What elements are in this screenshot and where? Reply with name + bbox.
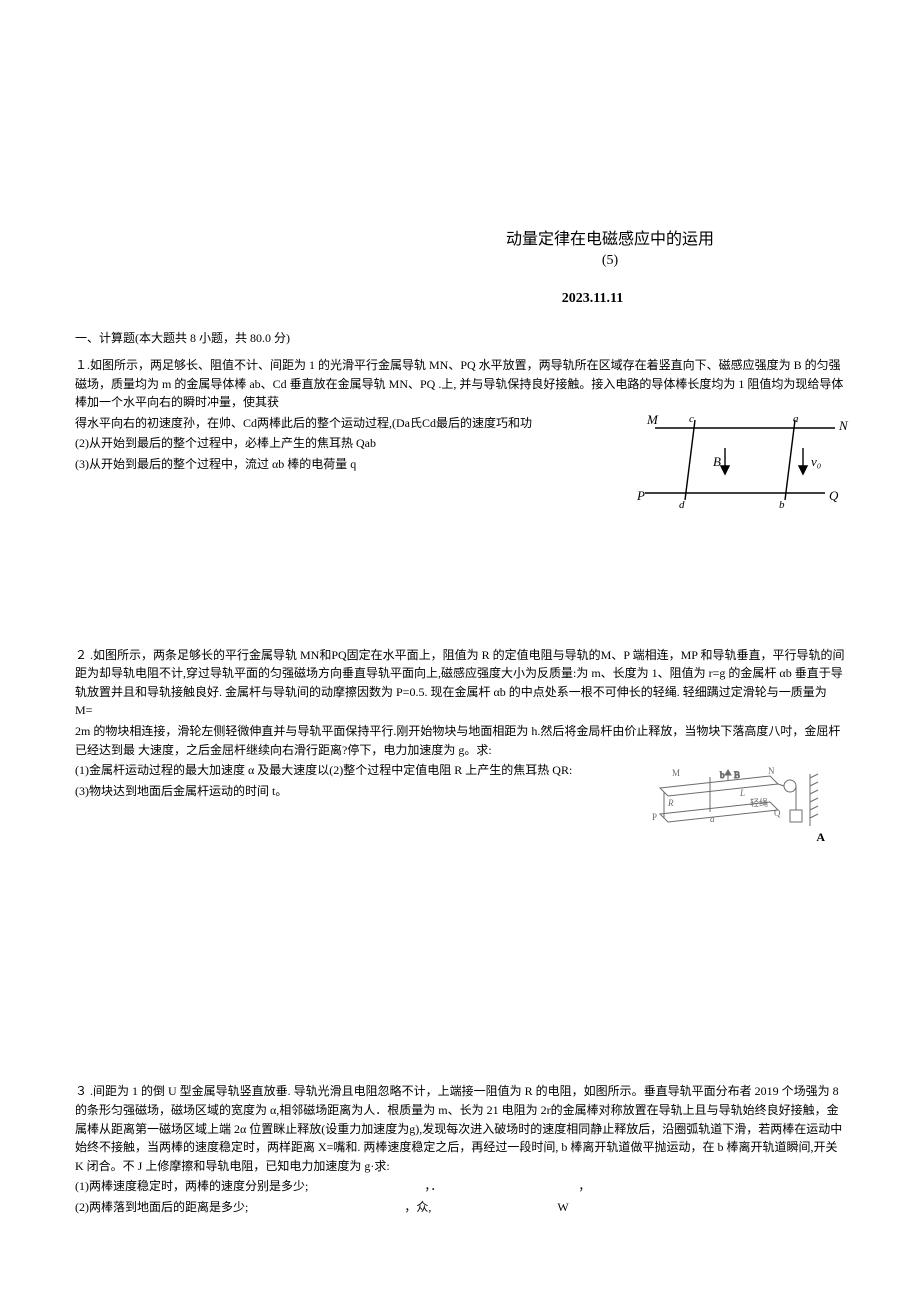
fig2-L: L bbox=[739, 788, 745, 798]
problem-1: １.如图所示，两足够长、阻值不计、间距为 1 的光滑平行金属导轨 MN、PQ 水… bbox=[75, 356, 845, 474]
fig2-R: R bbox=[667, 798, 674, 808]
fig1-c: c bbox=[689, 413, 694, 425]
fig2-P: P bbox=[652, 812, 657, 822]
p3-l2c: ， bbox=[578, 1179, 590, 1193]
p2-line3: (1)金属杆运动过程的最大加速度 α 及最大速度以(2)整个过程中定值电阻 R … bbox=[75, 761, 635, 780]
figure-1: M N P Q c d a b B v₀ bbox=[635, 408, 855, 518]
fig1-b: b bbox=[779, 499, 785, 511]
p3-l2b: ，． bbox=[424, 1179, 442, 1193]
p3-line2: (1)两棒速度稳定时，两棒的速度分别是多少; ，． ， bbox=[75, 1177, 845, 1196]
fig1-N: N bbox=[838, 418, 849, 433]
stray-letter: A bbox=[816, 830, 825, 845]
fig2-a: a bbox=[710, 814, 715, 824]
p2-line2: 2m 的物块相连接，滑轮左侧轻微伸直并与导轨平面保持平行.刚开始物块与地面相距为… bbox=[75, 722, 845, 759]
p2-line4: (3)物块达到地面后金属杆运动的时间 t。 bbox=[75, 782, 635, 801]
problem-3: ３ .间距为 1 的倒 U 型金属导轨竖直放垂. 导轨光滑且电阻忽略不计，上端接… bbox=[75, 1082, 845, 1216]
fig2-B: B bbox=[734, 770, 740, 780]
p1-line2: 得水平向右的初速度孙，在帅、Cd两棒此后的整个运动过程,(Da氏Cd最后的速度巧… bbox=[75, 414, 605, 433]
figure-2: b B M N P Q R a L 轻绳 bbox=[650, 766, 840, 836]
fig1-P: P bbox=[636, 488, 645, 503]
p1-line4: (3)从开始到最后的整个过程中，流过 αb 棒的电荷量 q bbox=[75, 455, 605, 474]
fig1-B: B bbox=[713, 454, 721, 469]
section-heading: 一、计算题(本大题共 8 小题，共 80.0 分) bbox=[75, 329, 845, 346]
fig2-Q: Q bbox=[774, 808, 781, 818]
doc-title: 动量定律在电磁感应中的运用 bbox=[375, 225, 845, 249]
p3-line3: (2)两棒落到地面后的距离是多少; ，众, W bbox=[75, 1198, 845, 1217]
fig2-N: N bbox=[768, 766, 775, 776]
fig2-b: b bbox=[720, 770, 725, 780]
fig2-M: M bbox=[672, 768, 680, 778]
fig1-M: M bbox=[646, 412, 659, 427]
p1-line1: １.如图所示，两足够长、阻值不计、间距为 1 的光滑平行金属导轨 MN、PQ 水… bbox=[75, 356, 845, 412]
fig1-v0: v₀ bbox=[811, 454, 821, 469]
doc-subtitle: (5) bbox=[375, 253, 845, 269]
fig1-Q: Q bbox=[829, 488, 839, 503]
p3-l3c: W bbox=[557, 1200, 568, 1214]
p2-line1: ２ .如图所示，两条足够长的平行金属导轨 MN和PQ固定在水平面上，阻值为 R … bbox=[75, 646, 845, 720]
p1-line3: (2)从开始到最后的整个过程中，必棒上产生的焦耳热 Qab bbox=[75, 434, 605, 453]
p3-l3a: (2)两棒落到地面后的距离是多少; bbox=[75, 1200, 248, 1214]
fig1-a: a bbox=[793, 413, 799, 425]
fig1-d: d bbox=[679, 499, 685, 511]
fig2-label: 轻绳 bbox=[750, 797, 768, 808]
p3-l2a: (1)两棒速度稳定时，两棒的速度分别是多少; bbox=[75, 1179, 308, 1193]
p3-line1: ３ .间距为 1 的倒 U 型金属导轨竖直放垂. 导轨光滑且电阻忽略不计，上端接… bbox=[75, 1082, 845, 1175]
p3-l3b: ，众, bbox=[404, 1200, 431, 1214]
problem-2: ２ .如图所示，两条足够长的平行金属导轨 MN和PQ固定在水平面上，阻值为 R … bbox=[75, 646, 845, 801]
doc-date: 2023.11.11 bbox=[340, 291, 845, 307]
